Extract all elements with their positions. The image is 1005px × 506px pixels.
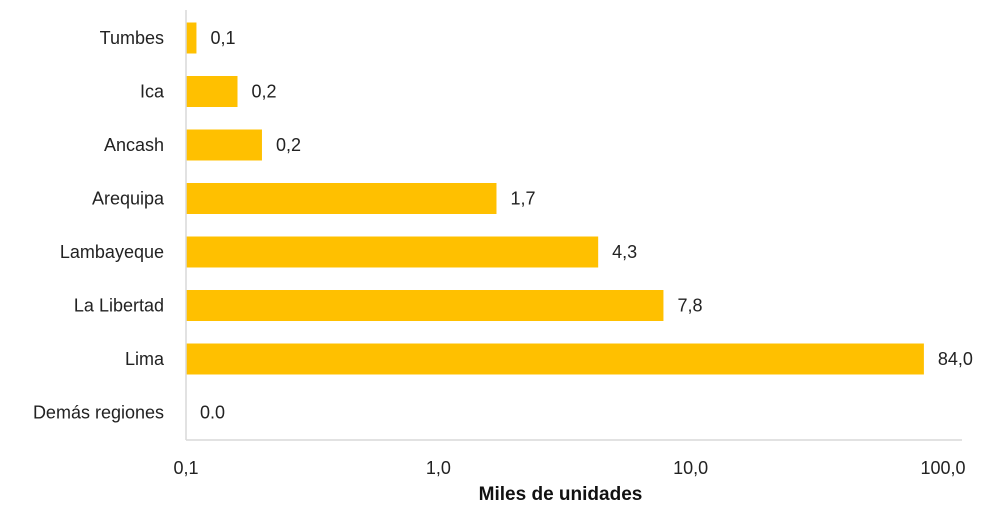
category-label-3: Arequipa bbox=[92, 189, 165, 209]
category-labels: Tumbes Ica Ancash Arequipa Lambayeque La Libe… bbox=[33, 28, 165, 423]
x-tick-label-2: 10,0 bbox=[673, 458, 708, 478]
x-tick-label-0: 0,1 bbox=[173, 458, 198, 478]
bar-6 bbox=[186, 343, 924, 375]
bar-1 bbox=[186, 76, 238, 107]
bar-4 bbox=[186, 236, 599, 268]
category-label-5: La Libertad bbox=[74, 296, 164, 316]
bar-3 bbox=[186, 183, 497, 214]
category-label-7: Demás regiones bbox=[33, 403, 164, 423]
data-label-1: 0,2 bbox=[252, 82, 277, 102]
data-label-2: 0,2 bbox=[276, 135, 301, 155]
data-label-5: 7,8 bbox=[677, 296, 702, 316]
category-label-2: Ancash bbox=[104, 135, 164, 155]
x-axis-title: Miles de unidades bbox=[479, 484, 643, 505]
category-label-4: Lambayeque bbox=[60, 242, 164, 262]
data-label-0: 0,1 bbox=[210, 28, 235, 48]
data-label-4: 4,3 bbox=[612, 242, 637, 262]
category-label-1: Ica bbox=[140, 82, 165, 102]
bar-5 bbox=[186, 290, 664, 321]
category-label-0: Tumbes bbox=[100, 28, 164, 48]
data-label-3: 1,7 bbox=[510, 189, 535, 209]
x-tick-labels: 0,1 1,0 10,0 100,0 bbox=[173, 458, 965, 478]
x-tick-label-1: 1,0 bbox=[426, 458, 451, 478]
x-tick-label-3: 100,0 bbox=[920, 458, 965, 478]
data-labels: 0,1 0,2 0,2 1,7 4,3 7,8 84,0 0.0 bbox=[200, 28, 973, 423]
data-label-6: 84,0 bbox=[938, 349, 973, 369]
category-label-6: Lima bbox=[125, 349, 165, 369]
bar-2 bbox=[186, 129, 262, 161]
data-label-7: 0.0 bbox=[200, 403, 225, 423]
bar-0 bbox=[186, 22, 197, 54]
bars-group bbox=[186, 22, 924, 375]
